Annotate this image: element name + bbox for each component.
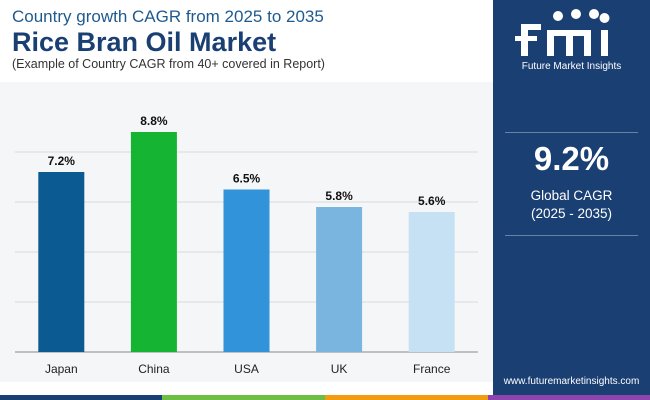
bar-china [130,132,177,352]
footer-segment [0,395,162,400]
global-cagr-range: (2025 - 2035) [530,206,613,221]
x-tick-label: Japan [45,362,78,376]
header: Country growth CAGR from 2025 to 2035 Ri… [0,0,493,80]
chart-note: (Example of Country CAGR from 40+ covere… [12,57,325,71]
website-link[interactable]: www.futuremarketinsights.com [503,376,640,387]
divider [505,132,638,133]
sidebar-panel: Future Market Insights 9.2% Global CAGR … [493,0,650,400]
x-tick-label: China [138,362,170,376]
bar-france [408,212,455,352]
chart-area: 7.2% Japan 8.8% China 6.5% USA 5.8% UK 5.6% Franc… [0,82,493,382]
logo-text: Future Market Insights [521,61,622,72]
global-cagr-label: Global CAGR [530,188,613,203]
chart-subtitle: Country growth CAGR from 2025 to 2035 [12,7,324,26]
bar-japan [38,172,85,352]
data-label: 7.2% [48,154,76,168]
bar-chart: 7.2% Japan 8.8% China 6.5% USA 5.8% UK 5.6% Franc… [15,114,478,376]
fmi-logo-icon [515,9,610,56]
bar-usa [223,189,270,352]
footer-segment [488,395,650,400]
global-cagr-value: 9.2% [533,140,610,177]
data-label: 5.8% [325,189,353,203]
footer-segment [162,395,325,400]
data-label: 6.5% [233,172,261,186]
footer-color-strip [0,395,650,400]
x-tick-label: France [413,362,451,376]
footer-segment [325,395,488,400]
divider [505,235,638,236]
x-tick-label: UK [331,362,348,376]
x-tick-label: USA [234,362,259,376]
data-label: 8.8% [140,114,168,128]
chart-title: Rice Bran Oil Market [12,27,277,57]
data-label: 5.6% [418,194,446,208]
bar-uk [316,207,363,352]
